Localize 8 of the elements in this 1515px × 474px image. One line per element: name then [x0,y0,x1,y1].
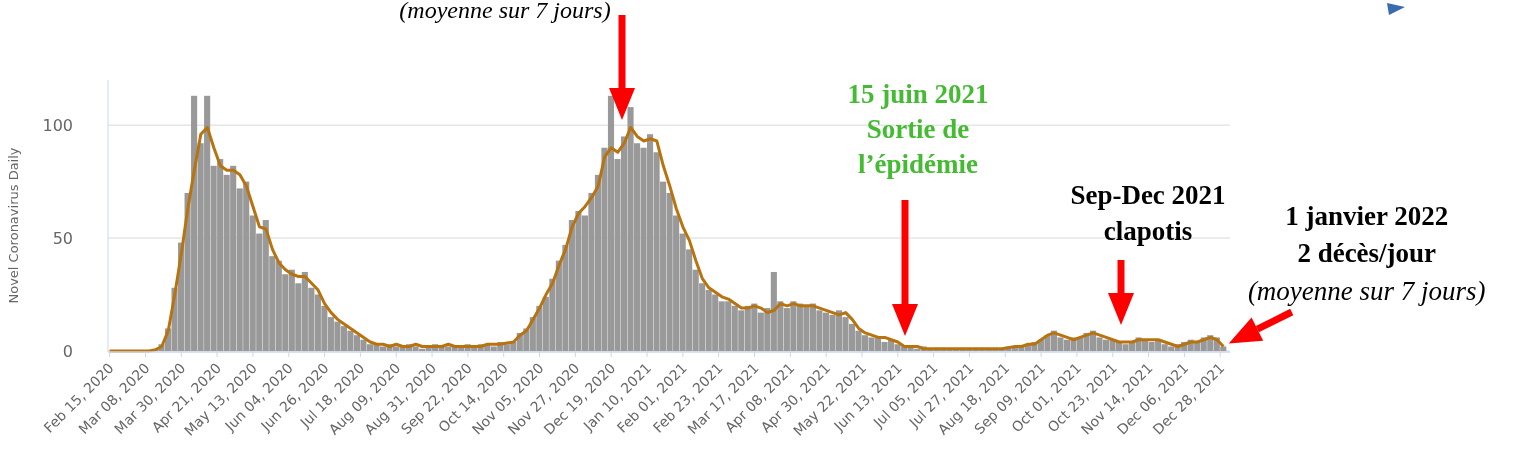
text: (moyenne sur 7 jours) [399,0,611,23]
annotation: Sep-Dec 2021 clapotis [1070,180,1226,246]
annotation: 1 janvier 2022 2 décès/jour (moyenne sur 7 jours) [1247,201,1486,306]
y-tick-label: 50 [52,229,73,249]
y-tick-label: 0 [62,342,73,361]
y-tick-label: 100 [42,116,73,136]
annotation: 15 juin 2021 Sortie de l’épidémie [847,79,989,179]
y-axis-title: Novel Coronavirus Daily [6,147,21,304]
